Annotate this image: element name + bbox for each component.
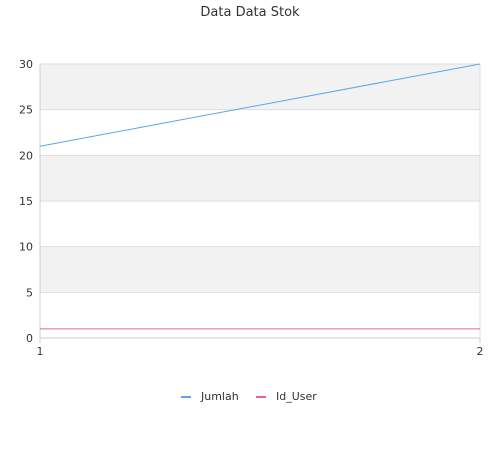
y-tick-label: 20 [19,149,33,162]
chart-title: Data Data Stok [200,5,300,20]
y-tick-label: 5 [26,286,33,299]
y-tick-label: 25 [19,104,33,117]
legend: Jumlah Id_User [181,390,317,403]
grid-bands [40,64,480,293]
legend-label: Id_User [276,390,317,403]
grid-band [40,155,480,201]
axes [39,64,481,339]
grid-band [40,246,480,293]
y-tick-label: 0 [26,332,33,345]
y-axis-ticks: 0 5 10 15 20 25 30 [19,58,33,345]
series-line-jumlah [39,63,481,147]
grid-band [40,64,480,110]
legend-label: Jumlah [200,390,239,403]
x-tick-label: 2 [477,345,484,358]
series-lines [39,63,481,330]
y-tick-label: 15 [19,195,33,208]
y-tick-label: 30 [19,58,33,71]
grid-lines [40,63,480,339]
x-tick-label: 1 [37,345,44,358]
y-tick-label: 10 [19,241,33,254]
